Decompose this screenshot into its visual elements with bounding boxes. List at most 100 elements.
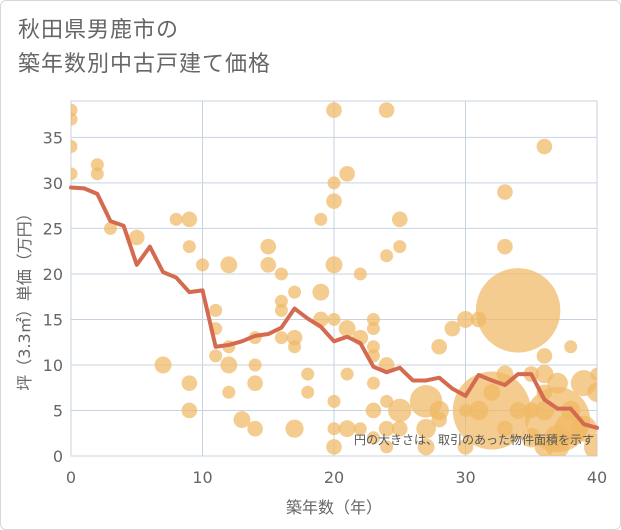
- bubble-point: [182, 240, 196, 254]
- plot-border: [70, 100, 598, 457]
- bubble-point: [128, 229, 145, 246]
- bubble-point: [457, 311, 474, 328]
- bubble-point: [154, 356, 172, 374]
- y-tick-label: 30: [43, 174, 63, 193]
- bubble-point: [274, 303, 288, 317]
- bubble-point: [366, 322, 380, 336]
- average-price-line: [69, 185, 599, 430]
- bubble-point: [340, 367, 354, 381]
- y-tick-label: 10: [43, 356, 63, 375]
- bubble-point: [327, 176, 341, 190]
- bubble-point: [90, 158, 104, 172]
- bubble-point: [181, 402, 198, 419]
- bubble-point: [288, 285, 302, 299]
- bubble-point: [325, 256, 343, 274]
- bubble-point: [497, 238, 513, 255]
- bubble-point: [365, 402, 382, 419]
- bubble-point: [353, 422, 367, 436]
- bubble-point: [338, 420, 356, 438]
- bubble-point: [416, 418, 436, 439]
- bubble-point: [274, 331, 288, 345]
- bubble-point: [326, 102, 342, 118]
- bubble-point: [378, 102, 395, 118]
- bubble-point: [71, 167, 78, 181]
- bubble-point: [209, 349, 223, 363]
- x-tick-label: 30: [455, 468, 475, 487]
- bubble-point: [353, 267, 367, 281]
- bubble-point: [220, 256, 238, 274]
- bubble-point: [288, 340, 302, 354]
- bubble-point: [431, 338, 448, 355]
- bubble-point: [391, 211, 408, 228]
- bubble-point: [222, 385, 236, 399]
- bubble-point: [509, 402, 527, 419]
- bubble-point: [301, 367, 315, 381]
- bubble-point: [301, 385, 315, 399]
- bubble-point: [314, 212, 328, 226]
- bubble-point: [497, 420, 513, 437]
- bubble-point: [497, 184, 513, 200]
- bubble-point: [260, 238, 277, 255]
- bubble-point: [274, 294, 288, 308]
- x-tick-label: 10: [192, 468, 212, 487]
- bubble-point: [584, 433, 597, 456]
- bubble-point: [71, 140, 78, 154]
- bubble-point: [564, 340, 578, 354]
- size-note: 円の大きさは、取引のあった物件面積を示す: [354, 432, 594, 447]
- bubble-point: [378, 420, 395, 437]
- y-tick-label: 25: [43, 219, 63, 238]
- bubble-point: [338, 320, 356, 338]
- bubble-point: [380, 440, 394, 454]
- bubble-point: [417, 438, 435, 456]
- y-tick-label: 35: [43, 128, 63, 147]
- bubble-point: [366, 431, 380, 445]
- tick-labels: 0 10 20 30 40 0 5 10 15 20 25 30 35: [43, 128, 608, 487]
- bubble-point: [366, 312, 380, 326]
- bubble-point: [233, 411, 251, 429]
- y-tick-label: 0: [53, 447, 63, 466]
- bubble-point: [181, 375, 198, 391]
- bubble-point: [260, 257, 277, 273]
- y-tick-label: 5: [53, 401, 63, 420]
- chart-title-line-1: 秋田県男鹿市の: [18, 18, 180, 43]
- bubble-point: [327, 422, 341, 436]
- x-tick-label: 20: [324, 468, 344, 487]
- bubble-series: [71, 102, 597, 456]
- bubble-point: [326, 193, 342, 209]
- y-tick-label: 15: [43, 310, 63, 329]
- bubble-point: [196, 258, 209, 272]
- x-tick-label: 40: [587, 468, 607, 487]
- bubble-point: [327, 394, 341, 408]
- bubble-point: [388, 398, 412, 423]
- x-tick-label: 0: [66, 468, 76, 487]
- bubble-point: [327, 312, 341, 326]
- bubble-point: [220, 356, 238, 374]
- bubble-point: [570, 415, 597, 442]
- chart-title-line-2: 築年数別中古戸建て価格: [18, 52, 272, 77]
- bubble-point: [380, 249, 394, 263]
- bubble-point: [590, 367, 597, 381]
- bubble-point: [103, 221, 117, 235]
- bubble-point: [247, 420, 263, 437]
- bubble-point: [248, 358, 262, 372]
- bubble-point: [366, 376, 380, 390]
- bubble-point: [312, 283, 330, 301]
- bubble-point: [169, 212, 183, 226]
- bubble-point: [366, 340, 380, 354]
- bubble-point: [247, 375, 263, 391]
- bubble-point: [444, 320, 461, 337]
- bubble-point: [71, 112, 78, 126]
- bubble-point: [391, 420, 408, 437]
- bubble-point: [286, 329, 303, 346]
- bubble-point: [536, 138, 553, 155]
- chart-title: 秋田県男鹿市の 築年数別中古戸建て価格: [18, 14, 271, 82]
- bubble-point: [496, 365, 514, 383]
- bubble-point: [90, 167, 104, 181]
- y-axis-label: 坪（3.3㎡）単価（万円）: [15, 205, 34, 390]
- y-tick-label: 20: [43, 265, 63, 284]
- bubble-point: [285, 419, 304, 438]
- bubble-point: [393, 240, 407, 254]
- bubble-point: [587, 382, 597, 403]
- bubble-point: [339, 166, 355, 182]
